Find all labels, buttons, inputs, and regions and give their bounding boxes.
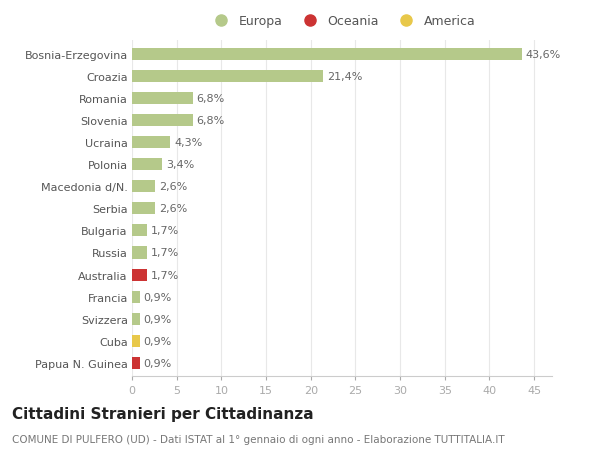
Bar [132,137,170,149]
Bar [132,93,193,105]
Text: 1,7%: 1,7% [151,226,179,236]
Text: 0,9%: 0,9% [143,314,172,324]
Text: 21,4%: 21,4% [327,72,362,82]
Text: 0,9%: 0,9% [143,358,172,368]
Text: 0,9%: 0,9% [143,336,172,346]
Text: COMUNE DI PULFERO (UD) - Dati ISTAT al 1° gennaio di ogni anno - Elaborazione TU: COMUNE DI PULFERO (UD) - Dati ISTAT al 1… [12,434,505,444]
Bar [132,225,147,237]
Text: Cittadini Stranieri per Cittadinanza: Cittadini Stranieri per Cittadinanza [12,406,314,421]
Text: 2,6%: 2,6% [159,182,187,192]
Bar [132,203,155,215]
Bar [132,159,163,171]
Bar [132,313,140,325]
Text: 6,8%: 6,8% [196,116,224,126]
Bar [132,357,140,369]
Bar [132,49,521,61]
Bar [132,71,323,83]
Bar [132,115,193,127]
Bar [132,269,147,281]
Bar [132,335,140,347]
Bar [132,181,155,193]
Bar [132,247,147,259]
Text: 3,4%: 3,4% [166,160,194,170]
Text: 0,9%: 0,9% [143,292,172,302]
Bar [132,291,140,303]
Text: 43,6%: 43,6% [525,50,560,60]
Text: 6,8%: 6,8% [196,94,224,104]
Text: 1,7%: 1,7% [151,270,179,280]
Text: 4,3%: 4,3% [174,138,202,148]
Legend: Europa, Oceania, America: Europa, Oceania, America [208,16,476,28]
Text: 2,6%: 2,6% [159,204,187,214]
Text: 1,7%: 1,7% [151,248,179,258]
